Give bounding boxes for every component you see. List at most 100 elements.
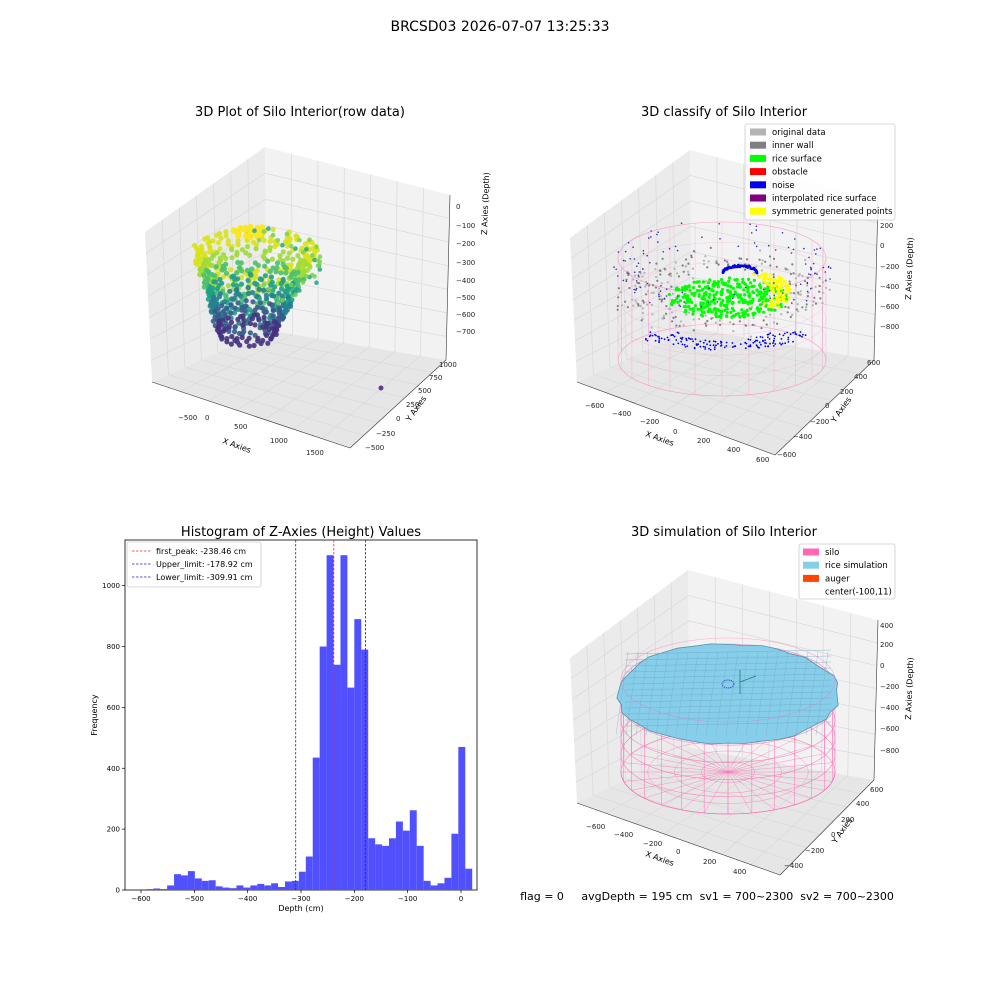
rice-surface-point <box>714 312 718 316</box>
raw-data-point <box>280 249 286 255</box>
noise-point <box>715 344 717 347</box>
legend-label: obstacle <box>772 168 808 178</box>
raw-data-point <box>268 274 274 280</box>
raw-data-point <box>269 256 275 262</box>
classify-data-point <box>638 282 641 285</box>
classify-data-point <box>675 324 678 327</box>
classify-data-point <box>805 308 808 311</box>
raw-data-point <box>233 227 239 234</box>
grid-line <box>847 612 852 776</box>
grid-line <box>178 207 186 368</box>
simulation-z-label: Z Axies (Depth) <box>904 657 915 720</box>
rice-surface-point <box>678 299 683 303</box>
raw-data-point <box>224 339 230 345</box>
noise-point <box>646 254 648 257</box>
noise-point <box>671 333 673 336</box>
grid-line <box>321 355 421 439</box>
raw-data-point <box>218 235 224 241</box>
raw-data-point <box>232 305 238 311</box>
grid-line <box>593 794 794 862</box>
noise-point <box>704 346 707 348</box>
classify-data-point <box>688 311 691 314</box>
noise-point <box>704 339 707 342</box>
raw-data-point <box>265 340 271 346</box>
rice-surface-point <box>683 310 688 314</box>
raw-data-point <box>244 244 251 250</box>
rice-surface-point <box>731 286 736 290</box>
noise-point <box>769 332 772 334</box>
classify-data-point <box>624 300 627 303</box>
rice-surface-point <box>741 277 745 281</box>
raw-data-point <box>228 319 234 325</box>
rice-surface-point <box>741 280 745 284</box>
classify-x-ticks: −600 −400 −200 0 200 400 600 <box>585 402 769 464</box>
noise-point <box>633 271 636 274</box>
simulation-z-tick: −200 <box>880 683 899 691</box>
noise-point <box>622 259 625 262</box>
noise-point <box>639 271 641 273</box>
noise-point <box>660 285 662 287</box>
classify-data-point <box>662 314 666 317</box>
raw-data-point <box>251 342 257 349</box>
rice-surface-point <box>759 295 763 299</box>
raw-data-point <box>239 268 245 274</box>
raw-data-point <box>261 287 267 293</box>
symmetric-point <box>777 294 781 298</box>
classify-data-point <box>679 320 682 323</box>
symmetric-point <box>782 291 787 295</box>
raw-data-point <box>245 277 251 283</box>
raw-data-point <box>212 273 218 279</box>
raw-data-point <box>216 240 222 246</box>
rice-mesh-line <box>624 691 832 697</box>
grid-line <box>675 335 860 374</box>
classify-data-point <box>637 303 640 306</box>
noise-point <box>748 265 752 268</box>
grid-line <box>655 175 660 344</box>
rice-surface-point <box>699 313 704 317</box>
rice-surface-point <box>748 295 752 299</box>
raw-data-point <box>262 248 268 254</box>
rice-surface-point <box>719 278 724 282</box>
raw-data-point <box>267 238 273 245</box>
classify-data-point <box>658 291 661 294</box>
raw-outlier-point <box>378 385 384 391</box>
raw-data-point <box>279 286 285 292</box>
rice-surface-point <box>697 294 701 298</box>
classify-data-point <box>655 275 658 279</box>
noise-point <box>649 334 652 337</box>
raw-data-point <box>290 256 296 262</box>
raw-data-point <box>284 290 290 296</box>
raw-data-point <box>256 317 262 323</box>
x-tick-label: −300 <box>291 895 310 903</box>
histogram-bar <box>222 887 230 890</box>
rice-surface-point <box>688 288 692 292</box>
classify-data-point <box>692 277 695 280</box>
raw-data-point <box>288 300 294 307</box>
classify-data-point <box>644 285 647 288</box>
noise-point <box>708 340 711 343</box>
raw-z-label: Z Axies (Depth) <box>480 172 491 235</box>
rice-surface-point <box>767 307 771 311</box>
classify-data-point <box>715 262 718 265</box>
noise-point <box>767 345 770 348</box>
classify-data-point <box>821 281 825 284</box>
rice-surface-point <box>727 276 732 280</box>
noise-point <box>658 293 660 296</box>
noise-point <box>680 222 683 224</box>
classify-legend: original data inner wall rice surface obsta… <box>744 123 896 221</box>
raw-data-point <box>252 307 258 313</box>
classify-data-point <box>752 316 755 319</box>
noise-point <box>799 331 802 333</box>
histogram-bar <box>402 830 410 890</box>
raw-data-point <box>301 269 307 275</box>
noise-point <box>781 292 784 294</box>
classify-data-point <box>670 285 673 288</box>
noise-point <box>773 282 775 284</box>
rice-surface-point <box>683 293 687 297</box>
rice-surface-point <box>748 307 753 311</box>
y-tick-label: 0 <box>116 887 120 895</box>
noise-point <box>764 339 766 341</box>
noise-point <box>658 336 660 338</box>
grid-line <box>638 187 644 352</box>
raw-data-point <box>197 266 203 273</box>
